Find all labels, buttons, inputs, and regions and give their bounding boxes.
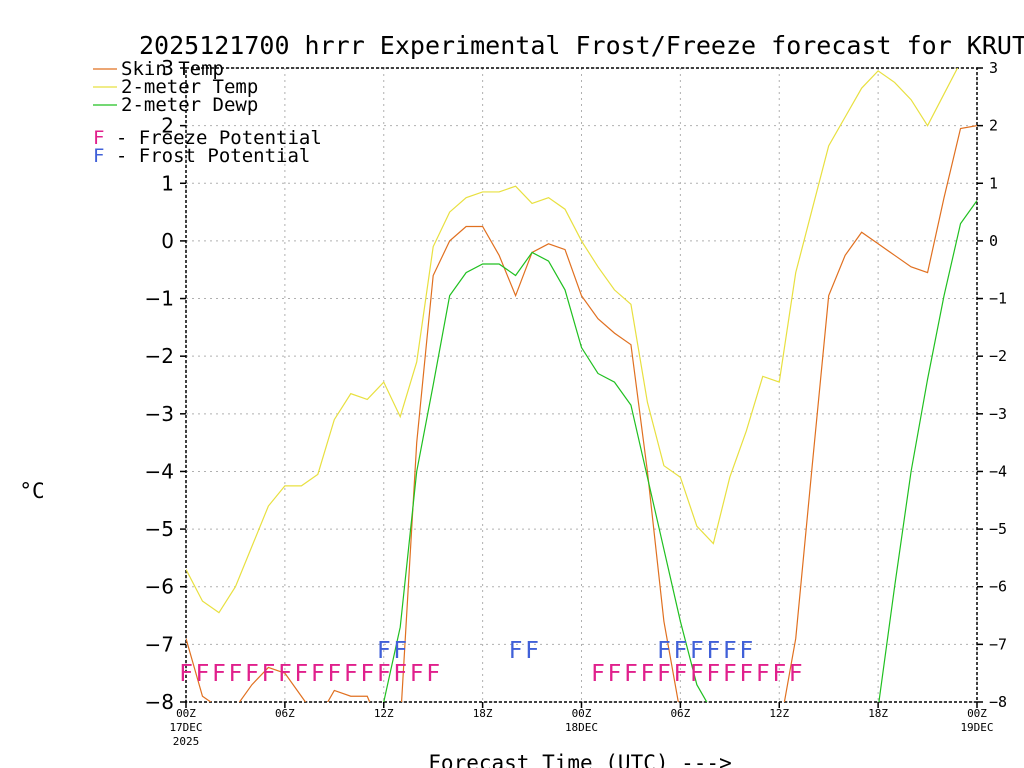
potential-legend-item: F - Freeze Potential	[93, 127, 322, 149]
frost-flag: F	[723, 638, 737, 664]
potential-legend-text: - Freeze Potential	[104, 127, 321, 149]
freeze-flag: F	[311, 661, 325, 687]
freeze-flag: F	[344, 661, 358, 687]
y-tick-label: −6	[145, 575, 174, 599]
x-tick-date: 18DEC	[565, 721, 598, 734]
y-tick-label-right: 1	[989, 174, 998, 192]
potential-legend-item: F - Frost Potential	[93, 145, 310, 167]
y-tick-label: −8	[145, 690, 174, 714]
y-tick-label: −7	[145, 632, 174, 656]
frost-flag: F	[393, 638, 407, 664]
freeze-flag: F	[179, 661, 193, 687]
chart-title: 2025121700 hrrr Experimental Frost/Freez…	[139, 31, 1024, 60]
y-tick-label: 3	[161, 56, 174, 80]
y-tick-label: −1	[145, 287, 174, 311]
freeze-flag: F	[673, 661, 687, 687]
freeze-flag: F	[690, 661, 704, 687]
freeze-flag: F	[657, 661, 671, 687]
freeze-flag: F	[706, 661, 720, 687]
x-tick-label: 12Z	[769, 707, 789, 720]
frost-flag: F	[706, 638, 720, 664]
frost-flag: F	[509, 638, 523, 664]
frost-flag: F	[377, 638, 391, 664]
freeze-flag: F	[591, 661, 605, 687]
freeze-flag: F	[245, 661, 259, 687]
potential-flags: F F F F F F F F F F F F F F F F F F F F F F F F F F F F FF F F F F F F F F F	[179, 638, 803, 687]
y-tick-label-right: 2	[989, 117, 998, 135]
y-tick-label-right: −4	[989, 462, 1007, 480]
potential-legend-text: - Frost Potential	[104, 145, 310, 167]
x-tick-label: 18Z	[868, 707, 888, 720]
series-line-skin-temp	[186, 125, 977, 702]
freeze-flag: F	[212, 661, 226, 687]
freeze-flag: F	[196, 661, 210, 687]
y-tick-label-right: −3	[989, 405, 1007, 423]
x-tick-label: 00Z	[572, 707, 592, 720]
potential-legend-letter: F	[93, 145, 104, 167]
freeze-flag: F	[756, 661, 770, 687]
freeze-flag: F	[229, 661, 243, 687]
freeze-flag: F	[393, 661, 407, 687]
freeze-flag: F	[789, 661, 803, 687]
x-tick-label: 18Z	[473, 707, 493, 720]
x-tick-label: 12Z	[374, 707, 394, 720]
y-tick-label-right: −7	[989, 635, 1007, 653]
y-tick-label-right: 3	[989, 59, 998, 77]
y-tick-label-right: −5	[989, 520, 1007, 538]
freeze-flag: F	[723, 661, 737, 687]
potential-legend-letter: F	[93, 127, 104, 149]
y-tick-label-right: 0	[989, 232, 998, 250]
freeze-flag: F	[608, 661, 622, 687]
frost-flag: F	[525, 638, 539, 664]
x-tick-year: 2025	[173, 735, 200, 748]
freeze-flag: F	[772, 661, 786, 687]
y-tick-label: 1	[161, 171, 174, 195]
x-tick-label: 06Z	[670, 707, 690, 720]
y-tick-label: −2	[145, 344, 174, 368]
freeze-flag: F	[278, 661, 292, 687]
freeze-flag: F	[377, 661, 391, 687]
y-tick-label-right: −1	[989, 290, 1007, 308]
y-tick-label-right: −6	[989, 578, 1007, 596]
frost-flag: F	[673, 638, 687, 664]
x-tick-label: 06Z	[275, 707, 295, 720]
freeze-flag: F	[739, 661, 753, 687]
y-tick-label-right: −8	[989, 693, 1007, 711]
series-line-2-meter-dewp	[383, 200, 977, 702]
y-tick-label: −5	[145, 517, 174, 541]
x-tick-label: 00Z	[967, 707, 987, 720]
series-lines	[186, 68, 977, 702]
freeze-flag: F	[426, 661, 440, 687]
frost-flag: F	[739, 638, 753, 664]
x-tick-date: 19DEC	[960, 721, 993, 734]
legend-label: 2-meter Temp	[121, 76, 258, 98]
legend-label: Skin Temp	[121, 58, 224, 80]
freeze-flag: F	[261, 661, 275, 687]
x-axis-label: Forecast Time (UTC) --->	[428, 751, 731, 768]
x-tick-label: 00Z	[176, 707, 196, 720]
x-tick-date: 17DEC	[169, 721, 202, 734]
freeze-flag: F	[294, 661, 308, 687]
series-line-2-meter-temp	[186, 68, 959, 614]
y-tick-label: 0	[161, 229, 174, 253]
y-axis-label: °C	[19, 479, 44, 503]
y-tick-label: −4	[145, 459, 174, 483]
legend-label: 2-meter Dewp	[121, 94, 258, 116]
y-tick-label: 2	[161, 114, 174, 138]
freeze-flag: F	[410, 661, 424, 687]
frost-flag: F	[657, 638, 671, 664]
freeze-flag: F	[360, 661, 374, 687]
frost-flag: F	[690, 638, 704, 664]
freeze-flag: F	[640, 661, 654, 687]
y-axis: −8 −8 −7 −7 −6 −6 −5 −5 −4 −4 −3 −3 −2 −2 −1 −1 0 0 1 1 2 2 3 3	[145, 56, 1008, 714]
y-tick-label-right: −2	[989, 347, 1007, 365]
y-tick-label: −3	[145, 402, 174, 426]
freeze-flag: F	[624, 661, 638, 687]
freeze-flag: F	[327, 661, 341, 687]
